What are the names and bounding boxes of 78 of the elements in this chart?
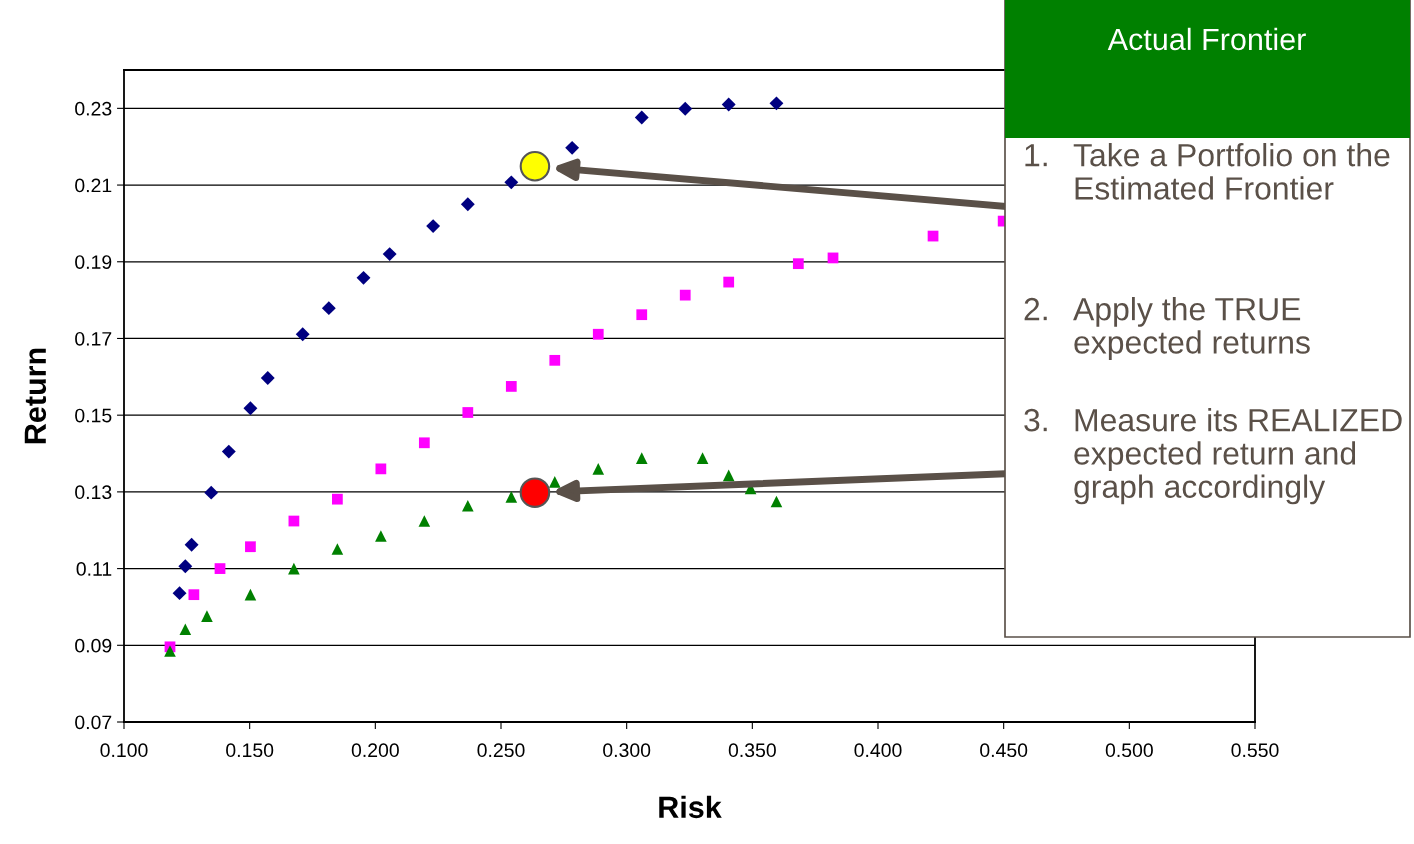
point [519, 150, 551, 182]
x-tick-label: 0.500 [1105, 743, 1153, 758]
x-axis-title: Risk [659, 795, 722, 819]
point [260, 371, 275, 385]
point [678, 101, 693, 116]
point [636, 309, 648, 321]
point [548, 476, 561, 488]
point [295, 327, 310, 342]
point [201, 610, 213, 622]
point [164, 645, 176, 657]
point [592, 328, 604, 340]
x-tick-label: 0.100 [100, 743, 148, 758]
point [505, 381, 517, 392]
point [382, 247, 397, 262]
point [418, 437, 430, 449]
annotation: 2. [1024, 297, 1047, 321]
point [179, 623, 192, 635]
point [204, 485, 219, 500]
y-tick-label: 0.19 [75, 255, 112, 269]
y-tick-label: 0.07 [75, 715, 112, 730]
point [505, 491, 518, 503]
point [770, 495, 783, 508]
point [565, 140, 580, 155]
point [321, 301, 336, 316]
point [634, 110, 649, 125]
point [188, 589, 200, 601]
x-tick-label: 0.350 [728, 743, 776, 758]
annotation: Apply the TRUE expected returns [1073, 297, 1310, 361]
x-tick-label: 0.250 [477, 743, 525, 758]
y-tick-label: 0.11 [76, 562, 112, 576]
point [504, 175, 519, 190]
point [375, 530, 387, 542]
point [769, 96, 784, 111]
y-tick-label: 0.23 [75, 101, 112, 116]
x-tick-label: 0.150 [226, 743, 274, 758]
y-axis-title: Return [24, 348, 47, 444]
point [721, 97, 736, 112]
annotation: 3. [1024, 408, 1047, 432]
point [723, 276, 735, 288]
point [331, 543, 344, 555]
point [178, 559, 193, 574]
y-tick-label: 0.17 [75, 331, 112, 346]
point [245, 541, 256, 553]
point [722, 469, 735, 482]
y-tick-label: 0.13 [75, 485, 112, 500]
point [460, 197, 475, 212]
x-tick-label: 0.450 [980, 743, 1028, 758]
point [214, 563, 226, 574]
point [792, 258, 804, 270]
point [172, 586, 187, 601]
annotation: Measure its REALIZED expected return and graph accordingly [1074, 408, 1402, 505]
point [244, 588, 257, 601]
point [332, 493, 343, 505]
y-tick-label: 0.15 [75, 408, 112, 423]
annotation: Take a Portfolio on the Estimated Frontier [1073, 143, 1390, 200]
point [549, 354, 561, 366]
point [696, 452, 709, 464]
point [418, 515, 431, 527]
x-tick-label: 0.400 [854, 743, 902, 758]
point [426, 219, 441, 234]
point [243, 401, 258, 416]
point [356, 270, 371, 285]
x-tick-label: 0.200 [351, 743, 399, 758]
annotation: 1. [1025, 144, 1047, 167]
y-tick-label: 0.21 [75, 178, 112, 193]
point [679, 289, 691, 301]
point [519, 477, 551, 508]
point [462, 499, 474, 512]
x-tick-label: 0.300 [603, 743, 651, 758]
point [635, 452, 648, 464]
point [462, 407, 474, 418]
text: Actual Frontier [1107, 27, 1306, 51]
x-tick-label: 0.550 [1231, 743, 1279, 758]
point [221, 444, 236, 459]
point [592, 463, 605, 475]
point [184, 537, 199, 552]
y-tick-label: 0.09 [75, 638, 112, 653]
point [375, 463, 387, 475]
